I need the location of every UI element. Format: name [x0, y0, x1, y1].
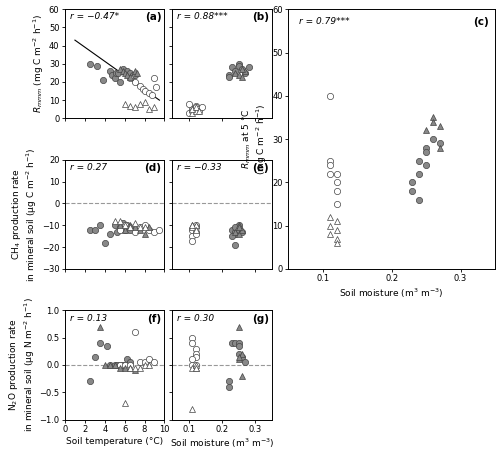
X-axis label: Soil moisture (m$^3$ m$^{-3}$): Soil moisture (m$^3$ m$^{-3}$) — [340, 286, 444, 300]
Text: r = 0.79***: r = 0.79*** — [298, 17, 349, 26]
X-axis label: Soil temperature (°C): Soil temperature (°C) — [66, 437, 164, 446]
Text: r = −0.33: r = −0.33 — [178, 163, 222, 172]
Text: r = 0.88***: r = 0.88*** — [178, 12, 228, 22]
Y-axis label: CH$_4$ production rate
in mineral soil (µg C m$^{-2}$ h$^{-1}$): CH$_4$ production rate in mineral soil (… — [10, 147, 39, 282]
X-axis label: Soil moisture (m$^3$ m$^{-3}$): Soil moisture (m$^3$ m$^{-3}$) — [170, 437, 274, 450]
Y-axis label: $\mathit{R_{mmm}}$ (mg C m$^{-2}$ h$^{-1}$): $\mathit{R_{mmm}}$ (mg C m$^{-2}$ h$^{-1… — [32, 14, 46, 113]
Text: (f): (f) — [148, 313, 162, 324]
Text: r = −0.47*: r = −0.47* — [70, 12, 119, 22]
Y-axis label: N$_2$O production rate
in mineral soil (µg N m$^{-2}$ h$^{-1}$): N$_2$O production rate in mineral soil (… — [7, 297, 36, 432]
Text: (b): (b) — [252, 12, 268, 23]
Text: (c): (c) — [473, 17, 489, 27]
Text: r = 0.13: r = 0.13 — [70, 313, 107, 323]
Text: (g): (g) — [252, 313, 268, 324]
Text: (e): (e) — [252, 163, 268, 173]
Text: r = 0.27: r = 0.27 — [70, 163, 107, 172]
Text: (d): (d) — [144, 163, 162, 173]
Y-axis label: $\mathit{R_{mmm}}$ at 5 °C
(mg C m$^{-2}$ h$^{-1}$): $\mathit{R_{mmm}}$ at 5 °C (mg C m$^{-2}… — [240, 103, 270, 175]
Text: (a): (a) — [145, 12, 162, 23]
Text: r = 0.30: r = 0.30 — [178, 313, 214, 323]
